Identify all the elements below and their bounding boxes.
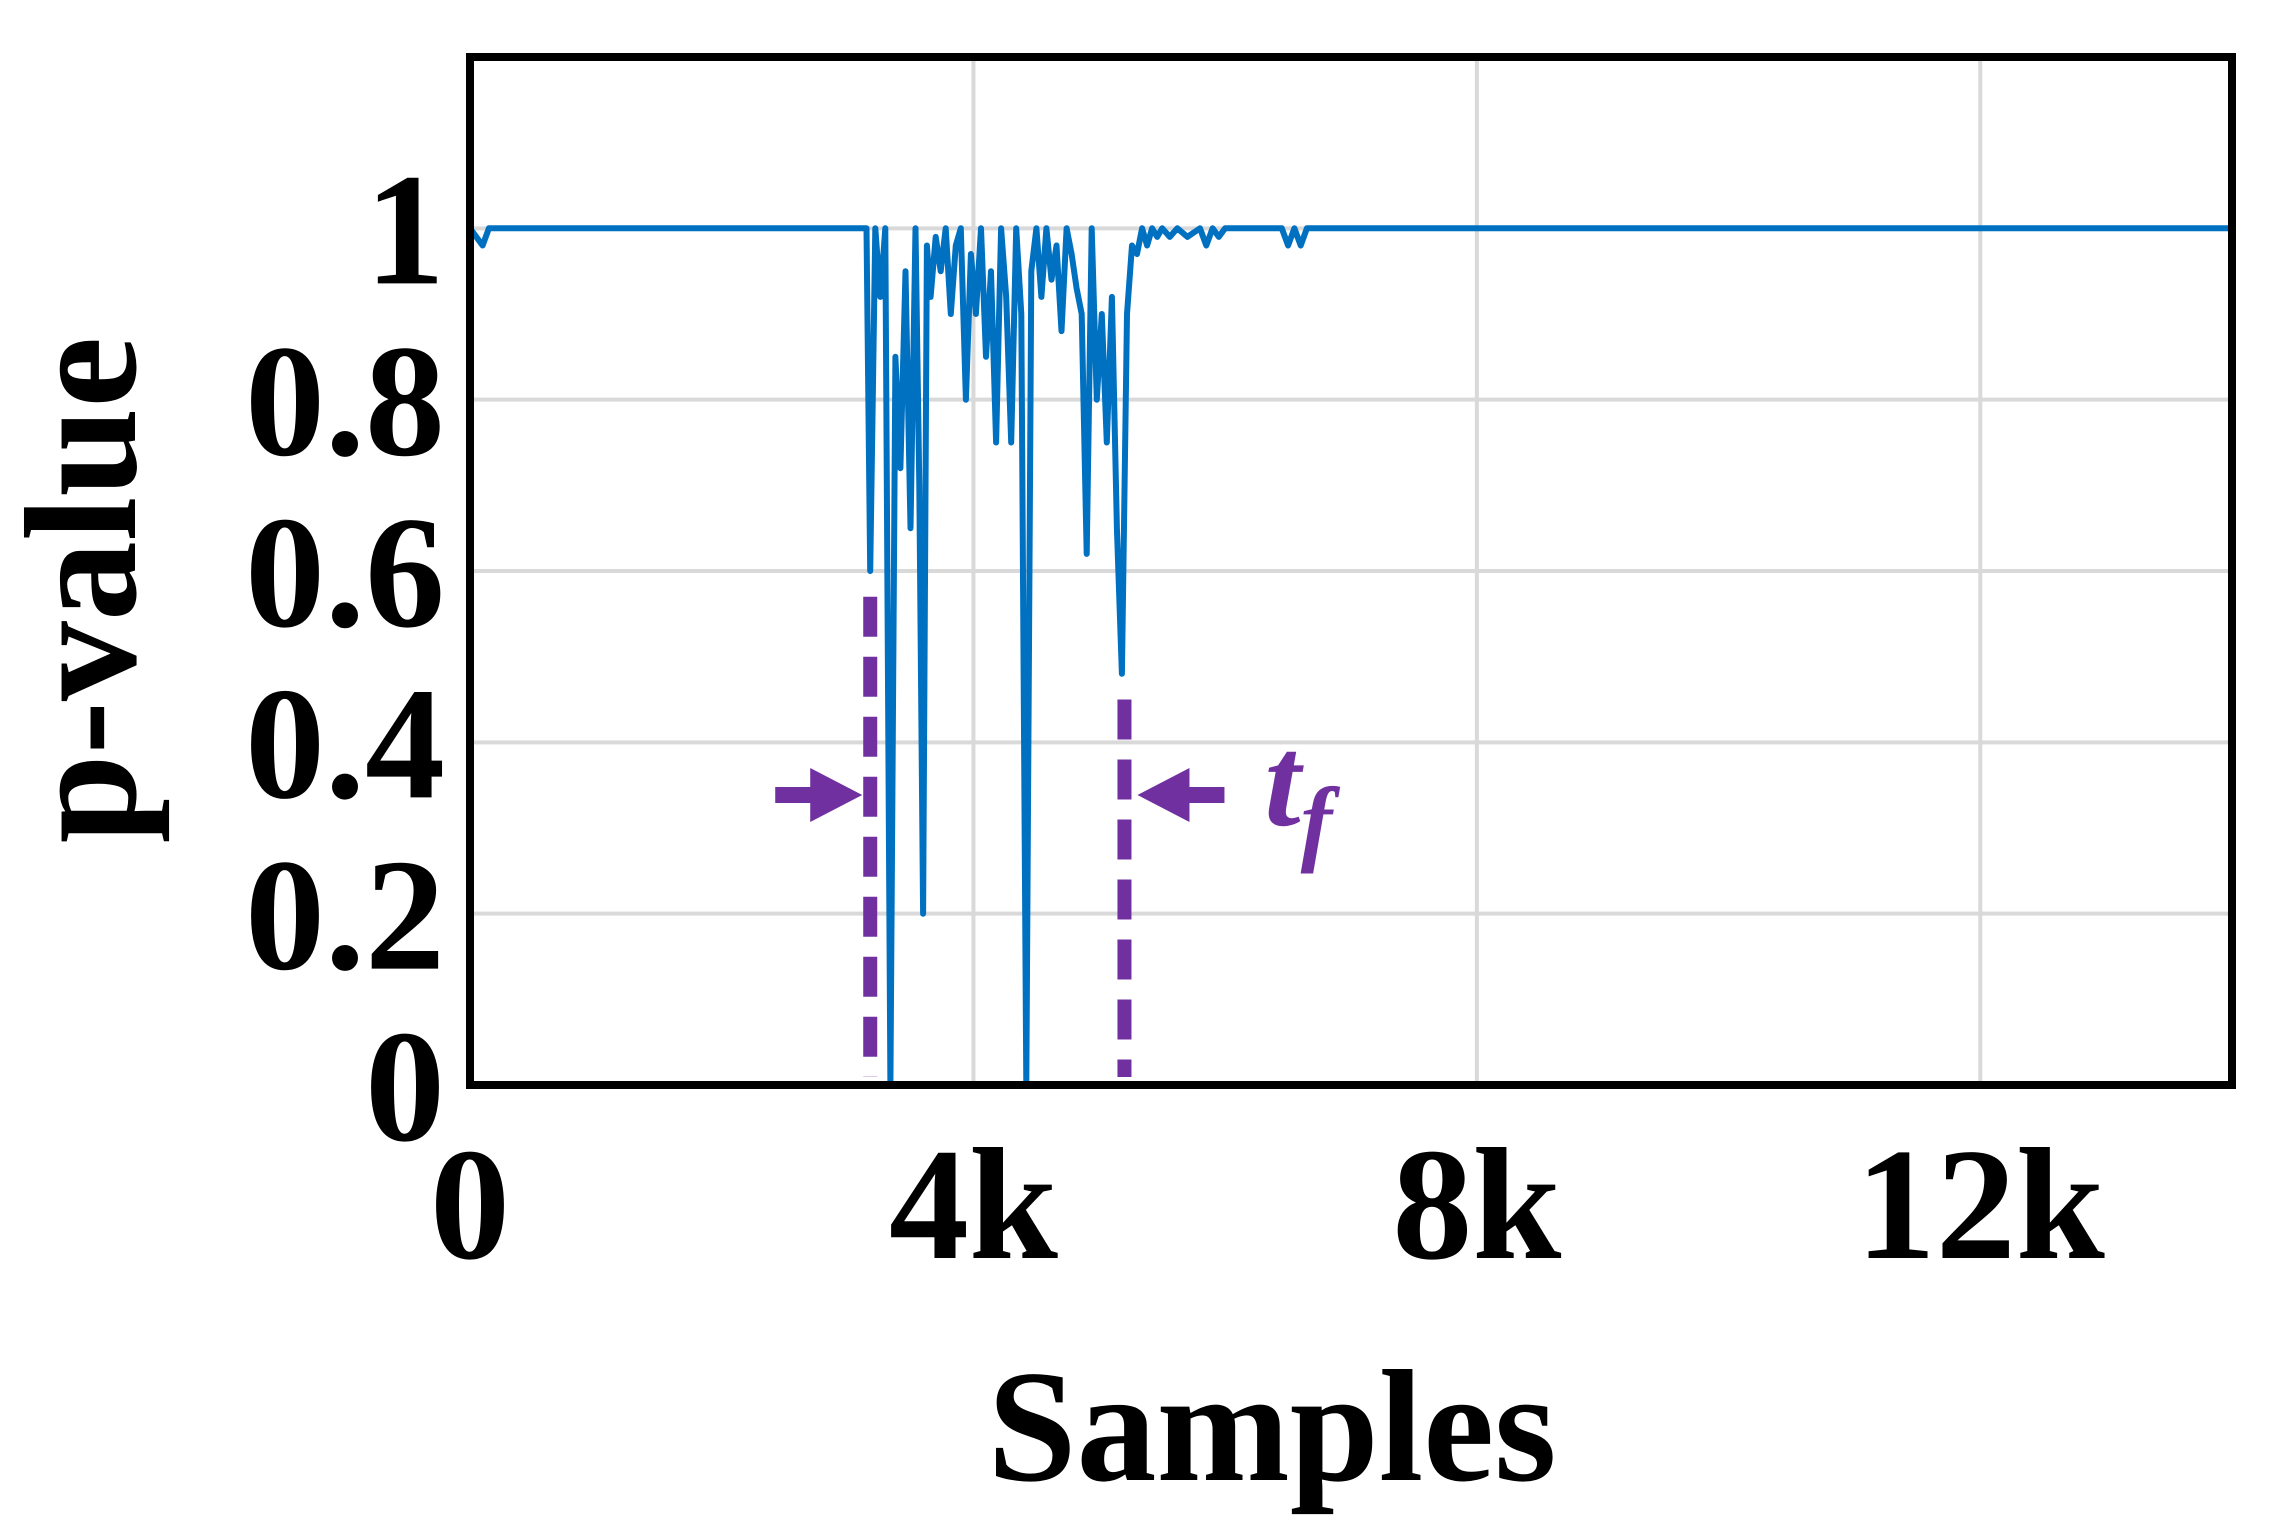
grid-lines xyxy=(468,57,2232,1087)
x-axis-title: Samples xyxy=(988,1337,1557,1515)
y-tick-label: 0 xyxy=(365,997,445,1175)
x-tick-label: 8k xyxy=(1392,1115,1561,1293)
annotations: tf xyxy=(775,710,1341,874)
plot-area-frame xyxy=(466,53,2236,1089)
y-tick-label: 0.6 xyxy=(245,483,445,661)
x-tick-label: 0 xyxy=(430,1115,510,1293)
y-tick-label: 0.2 xyxy=(245,826,445,1004)
x-tick-label: 12k xyxy=(1856,1115,2105,1293)
marker-arrow-head-1 xyxy=(1137,768,1190,822)
y-axis-title: p-value xyxy=(0,337,170,844)
x-tick-labels: 0 4k 8k 12k xyxy=(430,1115,2105,1293)
y-tick-label: 0.4 xyxy=(245,654,445,832)
tf-annotation-label: tf xyxy=(1264,710,1340,874)
p-value-series-line xyxy=(467,225,2232,1088)
tf-label-subscript: f xyxy=(1301,768,1341,874)
y-tick-labels: 00.20.40.60.81 xyxy=(245,140,445,1175)
tf-label-main: t xyxy=(1264,710,1304,854)
marker-lines xyxy=(863,596,1132,1077)
y-tick-label: 1 xyxy=(365,140,445,318)
x-tick-label: 4k xyxy=(889,1115,1058,1293)
marker-arrow-head-0 xyxy=(810,768,863,822)
y-tick-label: 0.8 xyxy=(245,312,445,490)
